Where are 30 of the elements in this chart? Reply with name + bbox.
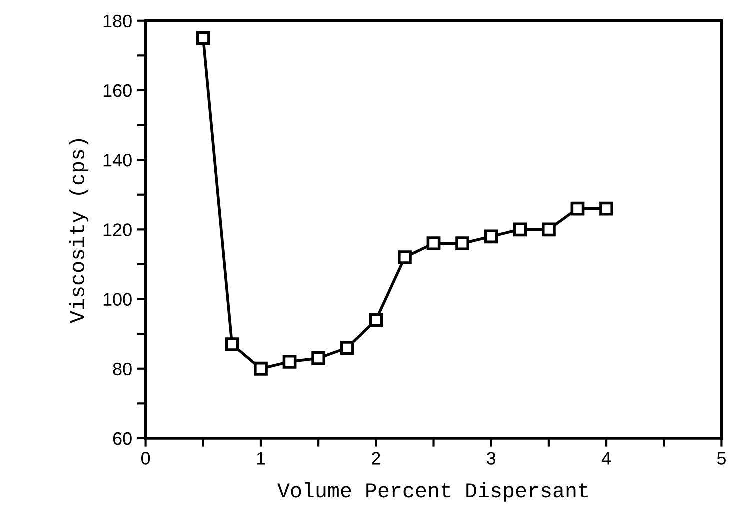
point [426, 236, 441, 251]
point [542, 222, 556, 237]
point [570, 202, 585, 216]
point [312, 351, 326, 366]
x-tick-label: 5 [717, 452, 726, 465]
point [225, 338, 240, 352]
y-tick-label: 160 [104, 84, 132, 98]
y-tick-label: 80 [113, 362, 132, 376]
point [513, 222, 528, 237]
x-tick-label: 1 [257, 452, 266, 465]
point [282, 354, 297, 369]
point [456, 236, 470, 251]
x-tick-label: 4 [602, 452, 612, 465]
point [484, 230, 498, 244]
y-tick-label: 180 [104, 14, 132, 28]
point [398, 250, 412, 264]
y-tick-label: 140 [104, 154, 132, 167]
point [254, 362, 268, 376]
point [369, 313, 384, 328]
y-tick-label: 120 [104, 224, 132, 236]
point [340, 341, 354, 355]
point [196, 31, 210, 46]
y-tick-label: 100 [104, 293, 132, 306]
x-tick-label: 3 [487, 452, 496, 465]
x-axis-title: Volume Percent Dispersant [278, 482, 588, 502]
x-tick-label: 0 [141, 452, 150, 465]
point [600, 202, 614, 216]
y-axis-title: Viscosity (cps) [69, 139, 89, 324]
y-tick-label: 60 [113, 432, 132, 446]
x-tick-label: 2 [372, 452, 380, 465]
